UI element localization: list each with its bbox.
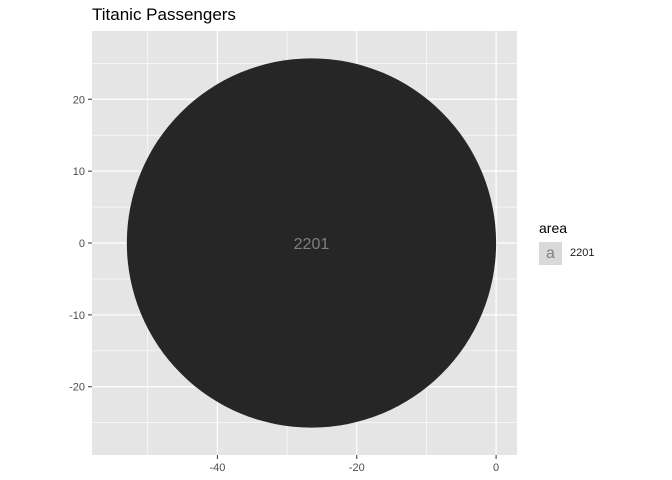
y-tick-label: 20	[73, 94, 85, 106]
data-circle	[126, 58, 497, 428]
y-tick-label: 10	[73, 166, 85, 178]
data-label: 2201	[294, 236, 330, 253]
legend-label: 2201	[570, 247, 595, 259]
data-marks: 2201	[126, 58, 497, 428]
chart-title: Titanic Passengers	[92, 5, 236, 24]
x-tick-label: 0	[493, 462, 499, 474]
y-tick-label: 0	[79, 238, 85, 250]
y-tick-label: -20	[69, 382, 85, 394]
legend-key: a	[539, 242, 562, 265]
x-tick-label: -20	[349, 462, 365, 474]
y-axis: -20 -10 0 10 20	[69, 94, 92, 394]
y-tick-label: -10	[69, 310, 85, 322]
legend-title: area	[539, 220, 568, 236]
x-axis: -40 -20 0	[209, 455, 499, 474]
x-tick-label: -40	[209, 462, 225, 474]
